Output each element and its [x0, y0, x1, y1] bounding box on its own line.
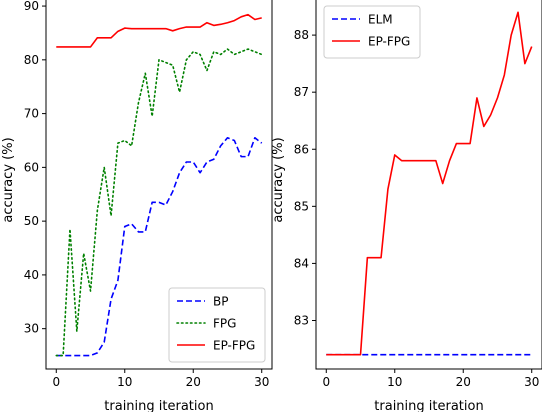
y-tick-label: 40 [24, 268, 39, 282]
y-tick-label: 86 [294, 142, 309, 156]
plot-frame [315, 0, 542, 370]
y-tick-label: 90 [24, 0, 39, 13]
x-tick-label: 30 [254, 375, 269, 389]
y-tick-label: 85 [294, 199, 309, 213]
series-line-ep-fpg [56, 13, 262, 48]
x-tick-label: 30 [524, 375, 539, 389]
legend-label-ep-fpg: EP-FPG [368, 35, 410, 49]
y-axis-label: accuracy (%) [1, 137, 16, 222]
legend-label-bp: BP [213, 295, 228, 309]
legend-box [323, 5, 421, 59]
x-tick-label: 10 [387, 375, 402, 389]
y-axis-label: accuracy (%) [271, 137, 286, 222]
y-tick-label: 88 [294, 28, 309, 42]
x-tick-label: 0 [322, 375, 330, 389]
y-tick-label: 50 [24, 214, 39, 228]
series-line-fpg [55, 48, 263, 357]
legend-label-ep-fpg: EP-FPG [213, 339, 255, 353]
y-tick-label: 30 [24, 322, 39, 336]
legend: ELM EP-FPG [323, 5, 421, 59]
x-tick-label: 10 [117, 375, 132, 389]
legend-label-fpg: FPG [213, 317, 236, 331]
chart-panel-2: 0 10 20 30 83 84 85 86 87 88 training iteration acc… [271, 0, 542, 412]
y-tick-label: 70 [24, 107, 39, 121]
x-tick-label: 20 [186, 375, 201, 389]
x-axis-label: training iteration [104, 399, 213, 412]
y-tick-label: 60 [24, 160, 39, 174]
x-tick-label: 20 [456, 375, 471, 389]
plot-frame [45, 0, 273, 370]
y-tick-label: 87 [294, 85, 309, 99]
series-line-ep-fpg [326, 11, 533, 356]
series-line-bp [56, 137, 263, 357]
chart-panel-1: 0 10 20 30 30 40 50 60 70 80 90 training iteration a… [1, 0, 273, 412]
y-tick-label: 84 [294, 256, 309, 270]
legend-box [168, 287, 266, 363]
y-tick-label: 83 [294, 313, 309, 327]
x-tick-label: 0 [52, 375, 60, 389]
legend: BP FPG EP-FPG [168, 287, 266, 363]
y-tick-label: 80 [24, 53, 39, 67]
x-axis-label: training iteration [374, 399, 483, 412]
legend-label-elm: ELM [368, 13, 393, 27]
